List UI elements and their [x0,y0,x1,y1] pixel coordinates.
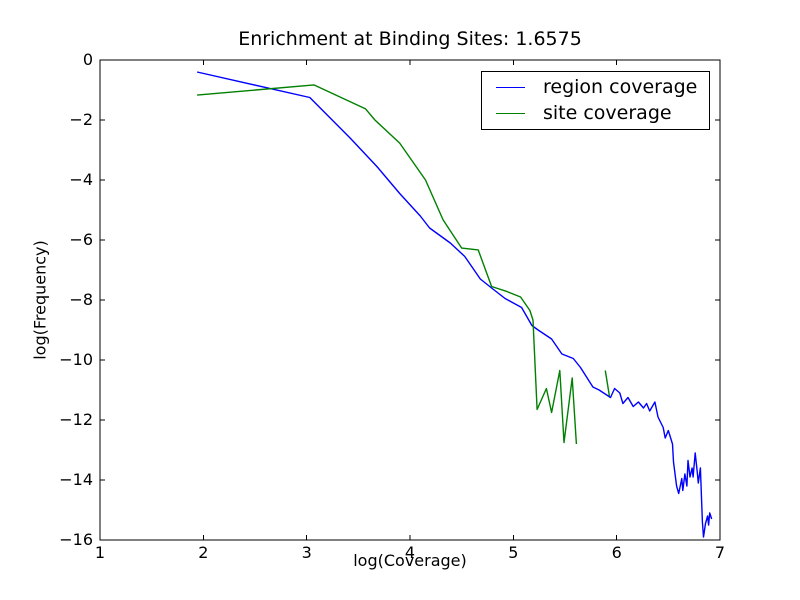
y-tick-label-−2: −2 [69,110,93,129]
legend-item-region-coverage: region coverage [482,77,709,98]
y-tick-label-−4: −4 [69,170,93,189]
y-tick-label-−16: −16 [59,530,93,549]
series-line-site-coverage [197,84,578,445]
series-line-site-coverage [604,370,611,397]
x-tick-label-3: 3 [301,543,312,562]
y-tick-label-0: 0 [82,50,93,69]
chart-title: Enrichment at Binding Sites: 1.6575 [238,28,582,50]
x-tick-label-5: 5 [508,543,519,562]
legend: region coverage site coverage [481,71,710,130]
plot-border [99,59,721,541]
legend-item-site-coverage: site coverage [482,103,709,124]
x-axis-label: log(Coverage) [353,551,467,570]
x-tick-label-1: 1 [94,543,106,562]
y-tick-label-−12: −12 [59,410,93,429]
y-tick-label-−14: −14 [59,470,93,489]
x-tick-label-2: 2 [198,543,209,562]
y-tick-label-−10: −10 [59,350,93,369]
legend-label-site-coverage: site coverage [543,102,672,125]
region-coverage-line-sample [496,87,525,88]
y-tick-label-−8: −8 [69,290,93,309]
x-tick-label-7: 7 [714,543,726,562]
legend-label-region-coverage: region coverage [543,76,698,99]
x-tick-label-6: 6 [611,543,622,562]
x-tick-label-4: 4 [404,543,416,562]
site-coverage-line-sample [496,112,525,114]
y-tick-label-−6: −6 [69,230,93,249]
series-line-region-coverage [196,71,713,538]
